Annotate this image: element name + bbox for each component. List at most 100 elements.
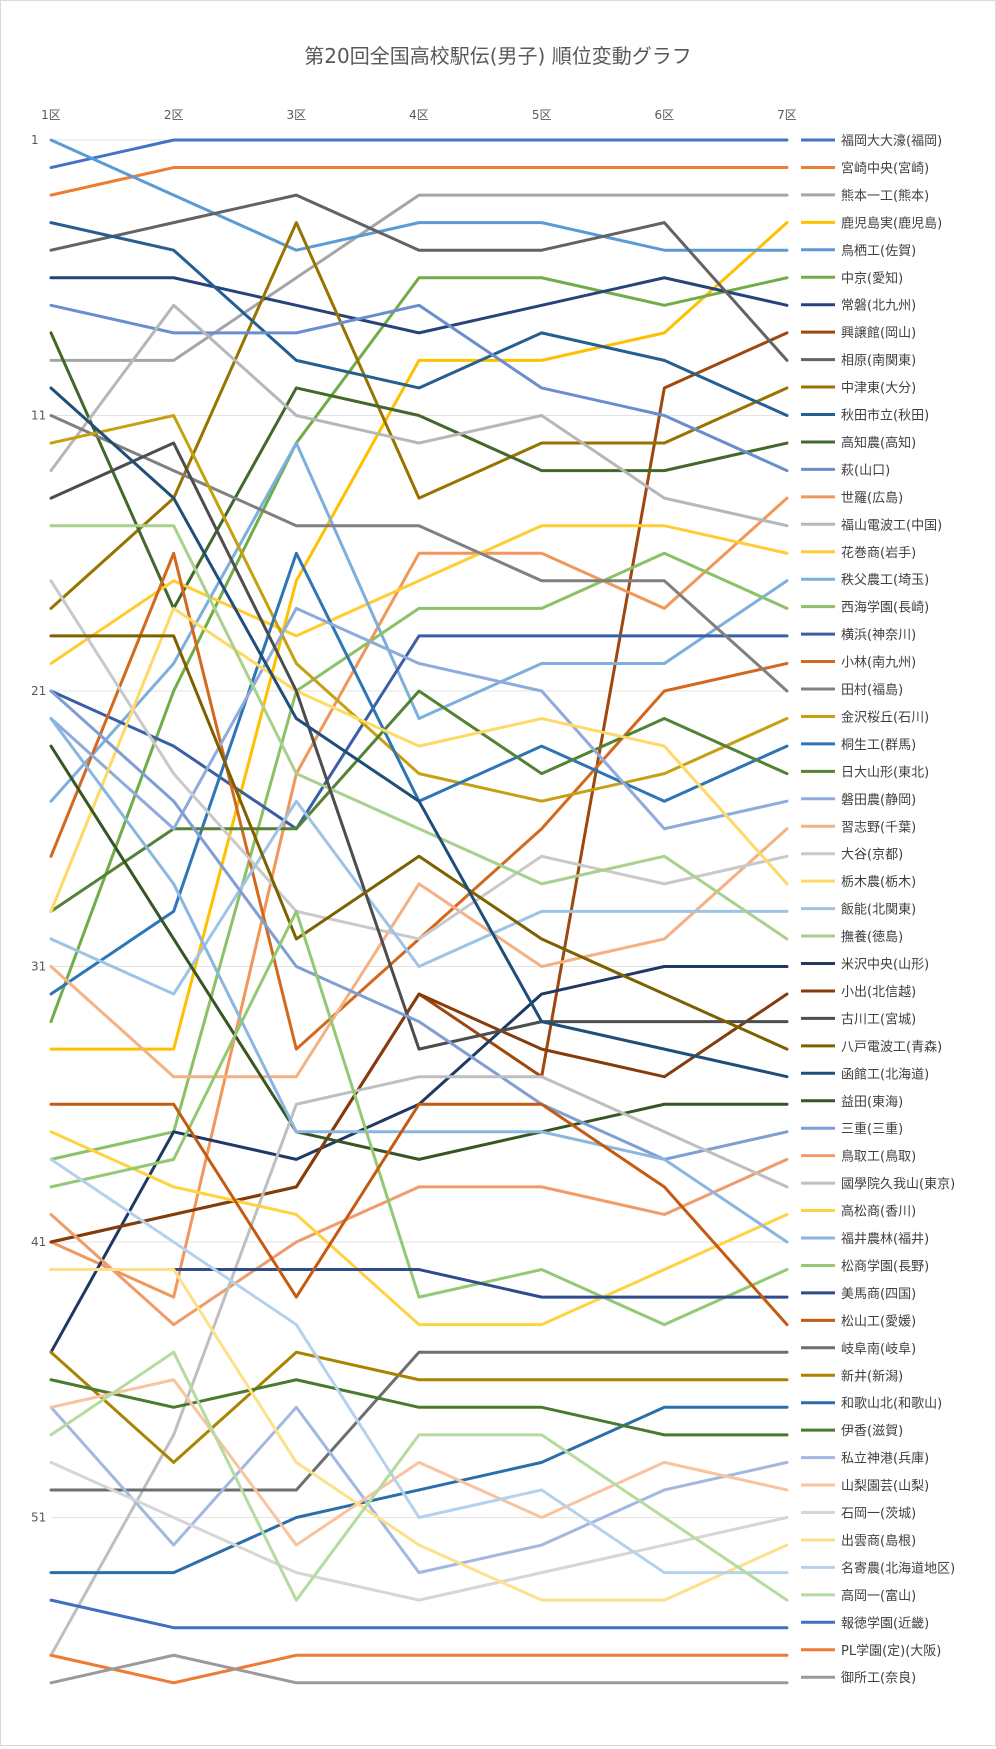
series-line — [49, 441, 789, 1051]
series-line — [49, 1102, 789, 1327]
series-line — [49, 524, 789, 941]
legend-label: 磐田農(静岡) — [841, 793, 916, 808]
legend-label: 萩(山口) — [841, 463, 890, 478]
legend-label: 名寄農(北海道地区) — [841, 1560, 955, 1576]
series-line — [49, 1157, 789, 1327]
series-line — [49, 193, 789, 362]
legend-label: 飯能(北関東) — [841, 902, 916, 918]
legend-label: 新井(新潟) — [841, 1368, 903, 1384]
legend-label: 福岡大大濠(福岡) — [841, 133, 942, 149]
series-line — [49, 524, 789, 665]
legend-label: 三重(三重) — [841, 1121, 903, 1137]
legend-label: 米沢中央(山形) — [841, 958, 929, 973]
series-line — [49, 992, 789, 1244]
y-tick-label: 21 — [31, 684, 46, 698]
x-tick-label: 3区 — [287, 108, 307, 122]
series-line — [49, 303, 789, 528]
legend-label: 高松商(香川) — [841, 1204, 916, 1220]
series-line — [49, 496, 789, 1299]
legend-label: 福井農林(福井) — [841, 1232, 929, 1247]
series-line — [49, 138, 789, 252]
series-line — [49, 909, 789, 1327]
legend: 福岡大大濠(福岡) 宮崎中央(宮崎) 熊本一工(熊本) 鹿児島実(鹿児島) 鳥栖工(佐賀… — [801, 133, 955, 1686]
legend-label: 私立神港(兵庫) — [841, 1452, 929, 1467]
legend-label: 相原(南関東) — [841, 353, 916, 369]
series-line — [49, 1405, 789, 1575]
legend-label: 横浜(神奈川) — [841, 628, 916, 643]
series-line — [49, 221, 789, 1051]
legend-label: 習志野(千葉) — [841, 820, 916, 835]
legend-label: 和歌山北(和歌山) — [841, 1397, 942, 1412]
series-line — [49, 303, 789, 473]
legend-label: 松商学園(長野) — [841, 1258, 929, 1274]
series-line — [49, 166, 789, 197]
legend-label: 函館工(北海道) — [841, 1067, 929, 1082]
legend-label: 報徳学園(近畿) — [841, 1615, 929, 1631]
y-tick-label: 11 — [31, 409, 46, 423]
series-line — [49, 1405, 789, 1575]
legend-label: 撫養(徳島) — [841, 929, 903, 945]
legend-label: 石岡一(茨城) — [841, 1507, 916, 1522]
series-line — [49, 579, 789, 941]
y-tick-label: 31 — [31, 960, 46, 974]
series-line — [49, 1157, 789, 1575]
series-line — [49, 827, 789, 1079]
legend-label: 山梨園芸(山梨) — [841, 1478, 929, 1494]
series-line — [49, 386, 789, 1079]
x-tick-label: 5区 — [532, 108, 552, 122]
legend-label: 福山電波工(中国) — [841, 518, 942, 533]
legend-label: 常磐(北九州) — [841, 299, 916, 314]
series-line — [49, 717, 789, 1244]
legend-label: 栃木農(栃木) — [841, 875, 916, 890]
legend-label: 小林(南九州) — [841, 655, 916, 671]
series-line — [49, 1653, 789, 1685]
y-tick-label: 51 — [31, 1511, 46, 1525]
legend-label: 高知農(高知) — [841, 435, 916, 451]
x-tick-label: 2区 — [164, 108, 184, 122]
series-line — [49, 414, 789, 803]
series-line — [49, 1378, 789, 1547]
series-line — [49, 799, 789, 996]
series-line — [49, 193, 789, 362]
series-lines — [49, 138, 789, 1685]
legend-label: 出雲商(島根) — [841, 1534, 916, 1549]
series-line — [49, 1598, 789, 1630]
series-line — [49, 221, 789, 417]
series-line — [49, 276, 789, 1024]
series-line — [49, 634, 789, 1051]
series-line — [49, 138, 789, 170]
legend-label: 國學院久我山(東京) — [841, 1176, 955, 1192]
series-line — [49, 1350, 789, 1464]
legend-label: 伊香(滋賀) — [841, 1424, 903, 1439]
x-tick-label: 1区 — [41, 108, 61, 122]
series-line — [49, 276, 789, 335]
legend-label: 小出(北信越) — [841, 985, 916, 1000]
series-line — [49, 1350, 789, 1602]
series-line — [49, 1378, 789, 1437]
series-line — [49, 331, 789, 610]
legend-label: 中京(愛知) — [841, 270, 903, 286]
legend-label: 高岡一(富山) — [841, 1588, 916, 1604]
legend-label: 秋田市立(秋田) — [841, 408, 929, 424]
series-line — [49, 1268, 789, 1602]
legend-label: 日大山形(東北) — [841, 764, 929, 780]
legend-label: 花巻商(岩手) — [841, 545, 916, 561]
legend-label: 鹿児島実(鹿児島) — [841, 215, 942, 231]
series-line — [49, 441, 789, 803]
legend-label: PL学園(定)(大阪) — [841, 1643, 941, 1659]
series-line — [49, 1130, 789, 1327]
series-line — [49, 744, 789, 1161]
x-tick-label: 7区 — [777, 108, 797, 122]
series-line — [49, 1075, 789, 1657]
legend-label: 田村(福島) — [841, 683, 903, 698]
series-line — [49, 414, 789, 693]
series-line — [49, 1653, 789, 1685]
legend-label: 秩父農工(埼玉) — [841, 573, 929, 588]
legend-label: 大谷(京都) — [841, 848, 903, 863]
legend-label: 鳥取工(鳥取) — [841, 1150, 916, 1165]
legend-label: 桐生工(群馬) — [841, 738, 916, 753]
legend-label: 御所工(奈良) — [841, 1670, 916, 1686]
legend-label: 八戸電波工(青森) — [841, 1040, 942, 1055]
